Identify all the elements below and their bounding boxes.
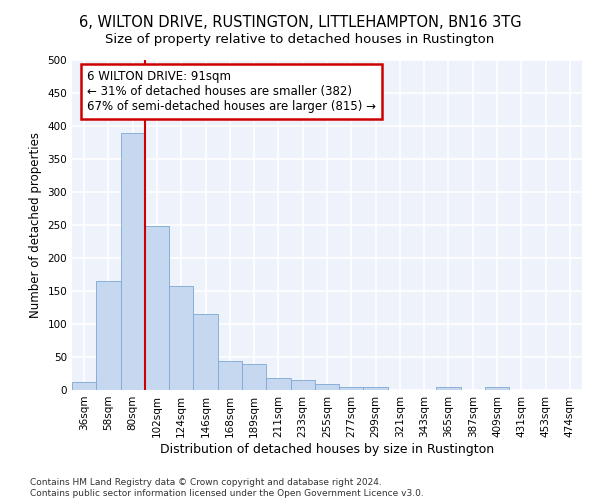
X-axis label: Distribution of detached houses by size in Rustington: Distribution of detached houses by size … (160, 442, 494, 456)
Bar (485, 386, 509, 390)
Bar (193, 314, 218, 390)
Bar (290, 380, 315, 390)
Bar (242, 364, 266, 390)
Bar (436, 386, 461, 390)
Bar (339, 386, 364, 390)
Bar (96, 281, 121, 390)
Bar (121, 132, 145, 390)
Bar (218, 361, 242, 390)
Bar (315, 384, 339, 390)
Text: Contains HM Land Registry data © Crown copyright and database right 2024.
Contai: Contains HM Land Registry data © Crown c… (30, 478, 424, 498)
Text: 6, WILTON DRIVE, RUSTINGTON, LITTLEHAMPTON, BN16 3TG: 6, WILTON DRIVE, RUSTINGTON, LITTLEHAMPT… (79, 15, 521, 30)
Y-axis label: Number of detached properties: Number of detached properties (29, 132, 42, 318)
Bar (72, 382, 96, 390)
Bar (364, 388, 388, 390)
Bar (145, 226, 169, 390)
Text: 6 WILTON DRIVE: 91sqm
← 31% of detached houses are smaller (382)
67% of semi-det: 6 WILTON DRIVE: 91sqm ← 31% of detached … (88, 70, 376, 113)
Text: Size of property relative to detached houses in Rustington: Size of property relative to detached ho… (106, 32, 494, 46)
Bar (266, 378, 290, 390)
Bar (169, 286, 193, 390)
